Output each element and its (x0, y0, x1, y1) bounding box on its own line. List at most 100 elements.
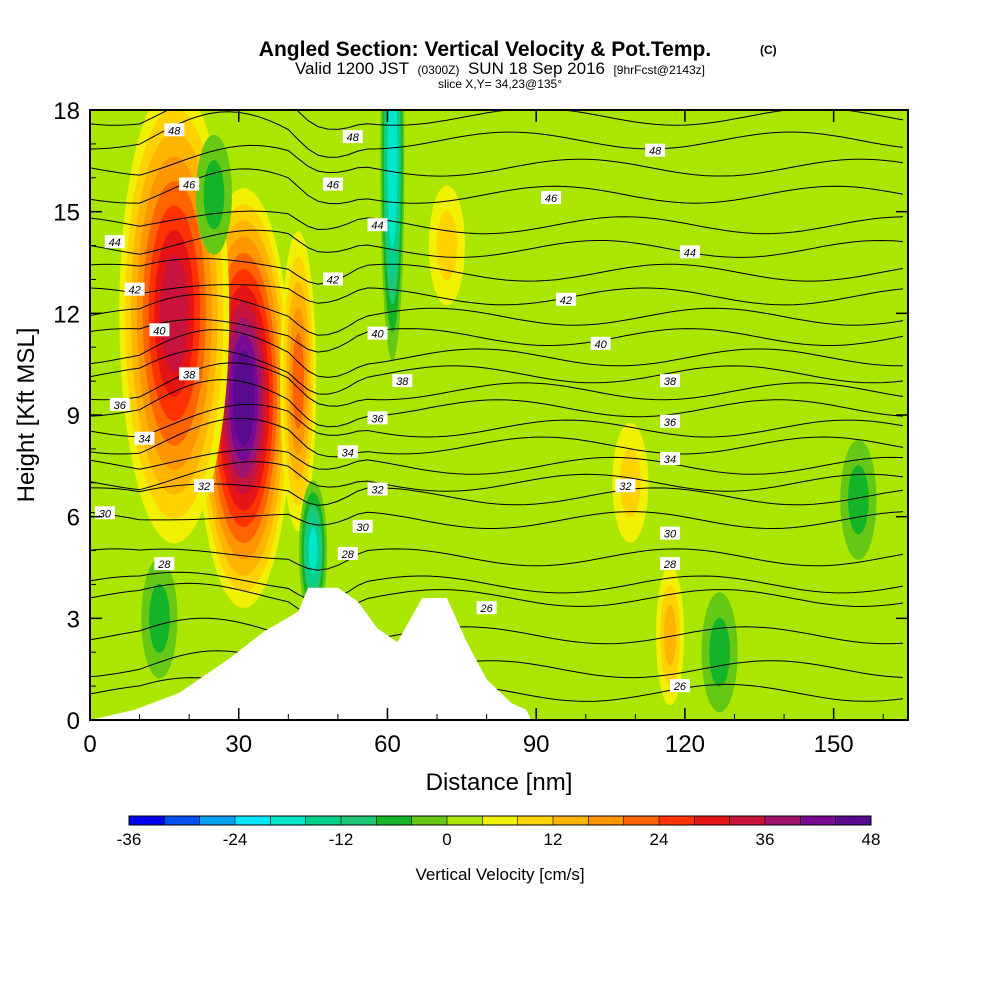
isentrope-label: 38 (392, 374, 413, 388)
isentrope-label-text: 30 (99, 508, 112, 520)
x-tick-label: 60 (374, 731, 401, 758)
velocity-field (119, 110, 877, 713)
isentrope-label: 44 (679, 245, 700, 259)
velocity-contour-fill (292, 333, 304, 430)
x-tick-label: 150 (814, 731, 854, 758)
x-tick-label: 120 (665, 731, 705, 758)
isentrope-label-text: 32 (619, 481, 631, 493)
velocity-feature (428, 185, 465, 306)
isentrope-line (90, 210, 904, 235)
colorbar-tick-label: 48 (862, 830, 881, 849)
y-tick-label: 0 (67, 708, 80, 735)
isentrope-label: 26 (669, 679, 690, 693)
isentrope-label-text: 32 (198, 481, 210, 493)
isentrope-label: 42 (124, 282, 145, 297)
colorbar-swatch (623, 816, 660, 825)
x-tick-label: 90 (523, 731, 550, 758)
chart-title-unit: (C) (760, 43, 777, 57)
isentrope-label-text: 36 (371, 413, 384, 425)
isentrope-label: 42 (322, 272, 343, 286)
colorbar-tick-label: 12 (544, 830, 563, 849)
colorbar-tick-label: -12 (329, 830, 354, 849)
isentrope-label-text: 42 (327, 274, 339, 286)
isentrope-line (90, 483, 904, 506)
isentrope-label-text: 28 (157, 559, 171, 571)
velocity-feature (840, 439, 877, 560)
isentrope-label: 34 (660, 452, 681, 466)
isentrope-label: 42 (555, 292, 576, 307)
velocity-contour-fill (388, 110, 396, 220)
colorbar: -36 -24 -12 0 12 24 36 48 (117, 815, 881, 849)
colorbar-swatch (765, 816, 801, 825)
colorbar-swatch (447, 816, 483, 825)
isentrope-label-text: 34 (342, 447, 354, 459)
terrain-mask (90, 587, 532, 720)
isentrope-label: 44 (367, 218, 388, 232)
y-axis-label: Height [Kft MSL] (13, 328, 40, 503)
isentrope-label: 46 (541, 191, 562, 205)
isentrope-line (90, 571, 904, 602)
velocity-feature (141, 558, 178, 679)
isentrope-label-text: 38 (396, 376, 409, 388)
colorbar-swatch (694, 816, 731, 825)
colorbar-swatch (235, 816, 271, 825)
colorbar-swatch (659, 816, 695, 825)
isentrope-label: 30 (660, 526, 681, 541)
isentrope-line (90, 511, 904, 530)
x-tick-label: 30 (225, 731, 252, 758)
colorbar-title: Vertical Velocity [cm/s] (415, 865, 584, 884)
colorbar-swatch (482, 816, 519, 825)
isentrope-line (90, 461, 904, 492)
isentrope-line (90, 229, 904, 258)
isentrope-label-text: 44 (684, 247, 696, 259)
x-axis-ticks: 0 30 60 90 120 150 (83, 110, 884, 758)
isentrope-label: 26 (476, 601, 497, 615)
isentrope-line (90, 417, 904, 458)
velocity-feature (299, 480, 328, 621)
chart-subtitle-valid: Valid 1200 JST (0300Z) SUN 18 Sep 2016 [… (295, 59, 705, 78)
isentrope-line (90, 362, 904, 407)
velocity-contour-fill (160, 254, 189, 373)
isentrope-label-text: 30 (664, 529, 677, 541)
isentrope-label-text: 46 (545, 193, 558, 205)
isentrope-label-text: 28 (341, 549, 355, 561)
isentrope-label-text: 48 (649, 146, 662, 158)
isentrope-label: 48 (164, 123, 185, 137)
velocity-feature (701, 592, 738, 713)
isentrope-line (90, 329, 903, 378)
isentrope-label: 44 (104, 235, 125, 249)
isentrope-line (90, 379, 904, 428)
isentrope-line (90, 283, 904, 306)
isentrope-label: 36 (367, 411, 388, 425)
isentrope-label-text: 44 (109, 237, 121, 249)
colorbar-tick-label: 24 (650, 830, 669, 849)
isentrope-line (90, 348, 904, 395)
isentrope-labels: 48 48 48 46 46 46 44 44 44 42 42 42 40 40 40 38 38 38 36 36… (94, 123, 700, 693)
colorbar-swatch (305, 816, 342, 825)
isentrope-label-text: 38 (183, 369, 196, 381)
isentrope-label: 32 (194, 479, 215, 493)
colorbar-swatch (729, 816, 766, 825)
colorbar-swatch (341, 816, 377, 825)
isentrope-label: 46 (322, 177, 343, 192)
isentrope-label-text: 34 (664, 454, 676, 466)
isentrope-line (90, 168, 904, 205)
forecast-tag: [9hrFcst@2143z] (613, 63, 705, 77)
isentrope-label-text: 38 (664, 376, 677, 388)
isentrope-label-text: 46 (327, 180, 340, 192)
isentrope-label: 28 (337, 546, 358, 561)
colorbar-swatch (411, 816, 448, 825)
colorbar-tick-label: 36 (756, 830, 775, 849)
colorbar-swatch (800, 816, 837, 825)
isentrope-line (90, 293, 904, 336)
isentrope-label-text: 42 (560, 295, 572, 307)
isentrope-label-text: 32 (371, 485, 383, 497)
isentrope-line (90, 650, 904, 689)
isentrope-label: 48 (645, 143, 666, 158)
isentrope-label-text: 48 (168, 125, 181, 137)
colorbar-tick-label: 0 (442, 830, 451, 849)
velocity-feature (119, 110, 230, 544)
isentrope-label-text: 34 (138, 434, 150, 446)
